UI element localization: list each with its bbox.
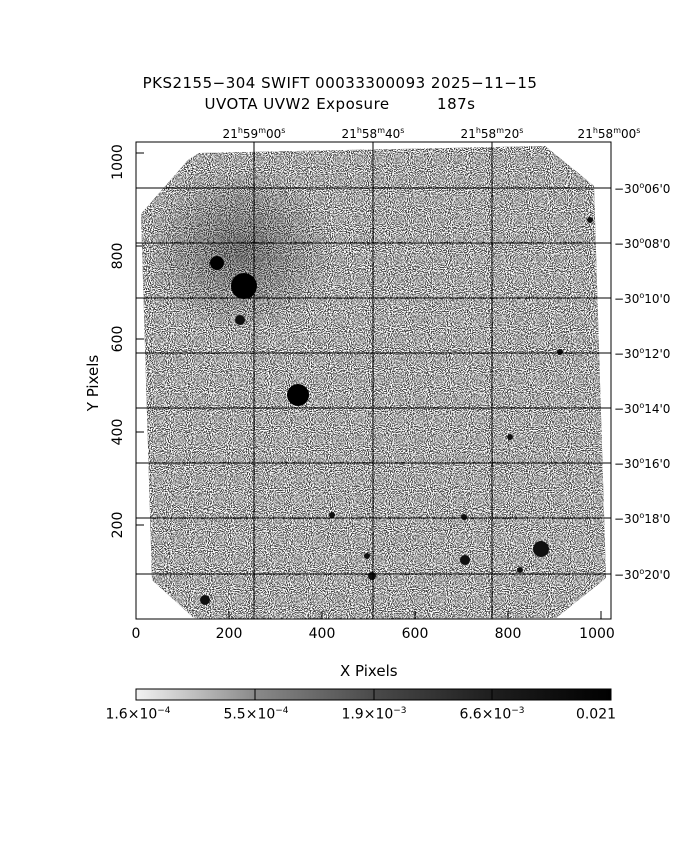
y-tick-label: 1000 [110,144,126,180]
y-tick-label: 600 [110,325,126,353]
colorbar [135,688,612,701]
dec-tick-label: −30o12'0 [614,346,671,361]
colorbar-label: 0.021 [575,706,617,723]
x-axis-label: X Pixels [340,662,398,680]
colorbar-label: 5.5×10−4 [223,706,289,723]
y-tick-label: 400 [110,418,126,446]
ra-tick-label: 21h58m20s [460,126,524,141]
source-markers [200,217,593,605]
image-title-line2: UVOTA UVW2 Exposure 187s [204,95,476,113]
image-title-line1: PKS2155−304 SWIFT 00033300093 2025−11−15 [142,74,538,92]
ra-tick-label: 21h59m00s [222,126,286,141]
ra-tick-label: 21h58m00s [577,126,641,141]
dec-tick-label: −30o20'0 [614,567,671,582]
x-tick-label: 0 [131,626,141,642]
y-tick-label: 200 [110,511,126,539]
dec-tick-label: −30o16'0 [614,456,671,471]
dec-tick-label: −30o18'0 [614,511,671,526]
x-tick-label: 800 [494,626,522,642]
dec-tick-label: −30o10'0 [614,291,671,306]
colorbar-label: 1.9×10−3 [341,706,407,723]
dec-tick-label: −30o14'0 [614,401,671,416]
colorbar-label: 6.6×10−3 [459,706,525,723]
dec-tick-label: −30o08'0 [614,236,671,251]
x-tick-label: 400 [308,626,336,642]
y-tick-label: 800 [110,242,126,270]
y-axis-label: Y Pixels [84,354,102,412]
dec-tick-label: −30o06'0 [614,181,671,196]
x-tick-label: 1000 [579,626,615,642]
x-tick-label: 600 [401,626,429,642]
axis-ticks [135,152,602,619]
coordinate-grid [136,142,612,619]
ra-tick-label: 21h58m40s [341,126,405,141]
x-tick-label: 200 [215,626,243,642]
colorbar-label: 1.6×10−4 [105,706,171,723]
